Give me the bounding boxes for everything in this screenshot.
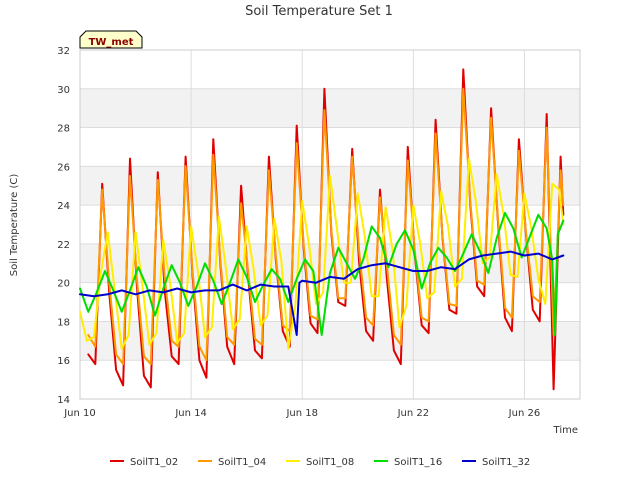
x-axis-tick-labels: Jun 10 Jun 14 Jun 18 Jun 22 Jun 26 bbox=[63, 408, 540, 419]
x-tick-label: Jun 14 bbox=[174, 408, 207, 419]
y-tick-label: 26 bbox=[57, 162, 70, 173]
y-axis-label: Soil Temperature (C) bbox=[9, 174, 20, 277]
x-tick-label: Jun 10 bbox=[63, 408, 96, 419]
y-tick-label: 20 bbox=[57, 279, 70, 290]
legend-label-soilt1_16: SoilT1_16 bbox=[394, 457, 442, 468]
y-tick-label: 28 bbox=[57, 124, 70, 135]
x-axis-label: Time bbox=[553, 425, 578, 436]
plot-band bbox=[80, 321, 580, 361]
y-tick-label: 32 bbox=[57, 46, 70, 57]
series-line-soilt1_32 bbox=[79, 250, 565, 336]
chart-title: Soil Temperature Set 1 bbox=[245, 4, 393, 19]
legend-label-soilt1_32: SoilT1_32 bbox=[482, 457, 530, 468]
plot-band bbox=[80, 127, 580, 167]
plot-band bbox=[80, 88, 580, 128]
y-tick-label: 30 bbox=[57, 85, 70, 96]
plot-band bbox=[80, 360, 580, 399]
data-series bbox=[79, 68, 565, 391]
y-tick-label: 22 bbox=[57, 240, 70, 251]
y-tick-label: 14 bbox=[57, 395, 70, 406]
plot-area-frame bbox=[79, 49, 581, 400]
station-tag-label: TW_met bbox=[89, 37, 134, 48]
series-line-soilt1_16 bbox=[79, 211, 565, 336]
y-tick-label: 18 bbox=[57, 317, 70, 328]
series-line-soilt1_08 bbox=[79, 157, 565, 350]
x-tick-label: Jun 18 bbox=[285, 408, 318, 419]
y-tick-label: 16 bbox=[57, 356, 70, 367]
legend-label-soilt1_08: SoilT1_08 bbox=[306, 457, 354, 468]
y-tick-label: 24 bbox=[57, 201, 70, 212]
legend-label-soilt1_04: SoilT1_04 bbox=[218, 457, 266, 468]
station-tag: TW_met bbox=[79, 30, 143, 49]
station-tag-box bbox=[79, 30, 143, 49]
x-tick-label: Jun 26 bbox=[508, 408, 541, 419]
legend: SoilT1_02 SoilT1_04 SoilT1_08 SoilT1_16 Soil… bbox=[110, 457, 530, 468]
legend-label-soilt1_02: SoilT1_02 bbox=[130, 457, 178, 468]
x-tick-label: Jun 22 bbox=[397, 408, 430, 419]
plot-band bbox=[80, 50, 580, 89]
series-line-soilt1_04 bbox=[87, 87, 565, 366]
y-axis-tick-labels: 14 16 18 20 22 24 26 28 30 32 bbox=[57, 46, 70, 406]
